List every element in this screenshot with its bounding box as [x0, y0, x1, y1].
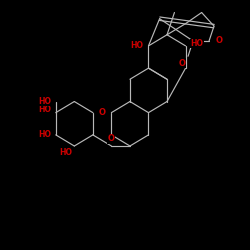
Text: O: O: [178, 59, 186, 68]
Text: HO: HO: [130, 42, 143, 50]
Text: O: O: [215, 36, 222, 46]
Text: HO: HO: [38, 97, 51, 106]
Text: HO: HO: [190, 39, 203, 48]
Text: O: O: [108, 134, 115, 143]
Text: HO: HO: [59, 148, 72, 158]
Text: O: O: [99, 108, 106, 117]
Text: HO: HO: [38, 130, 51, 140]
Text: HO: HO: [38, 105, 51, 114]
